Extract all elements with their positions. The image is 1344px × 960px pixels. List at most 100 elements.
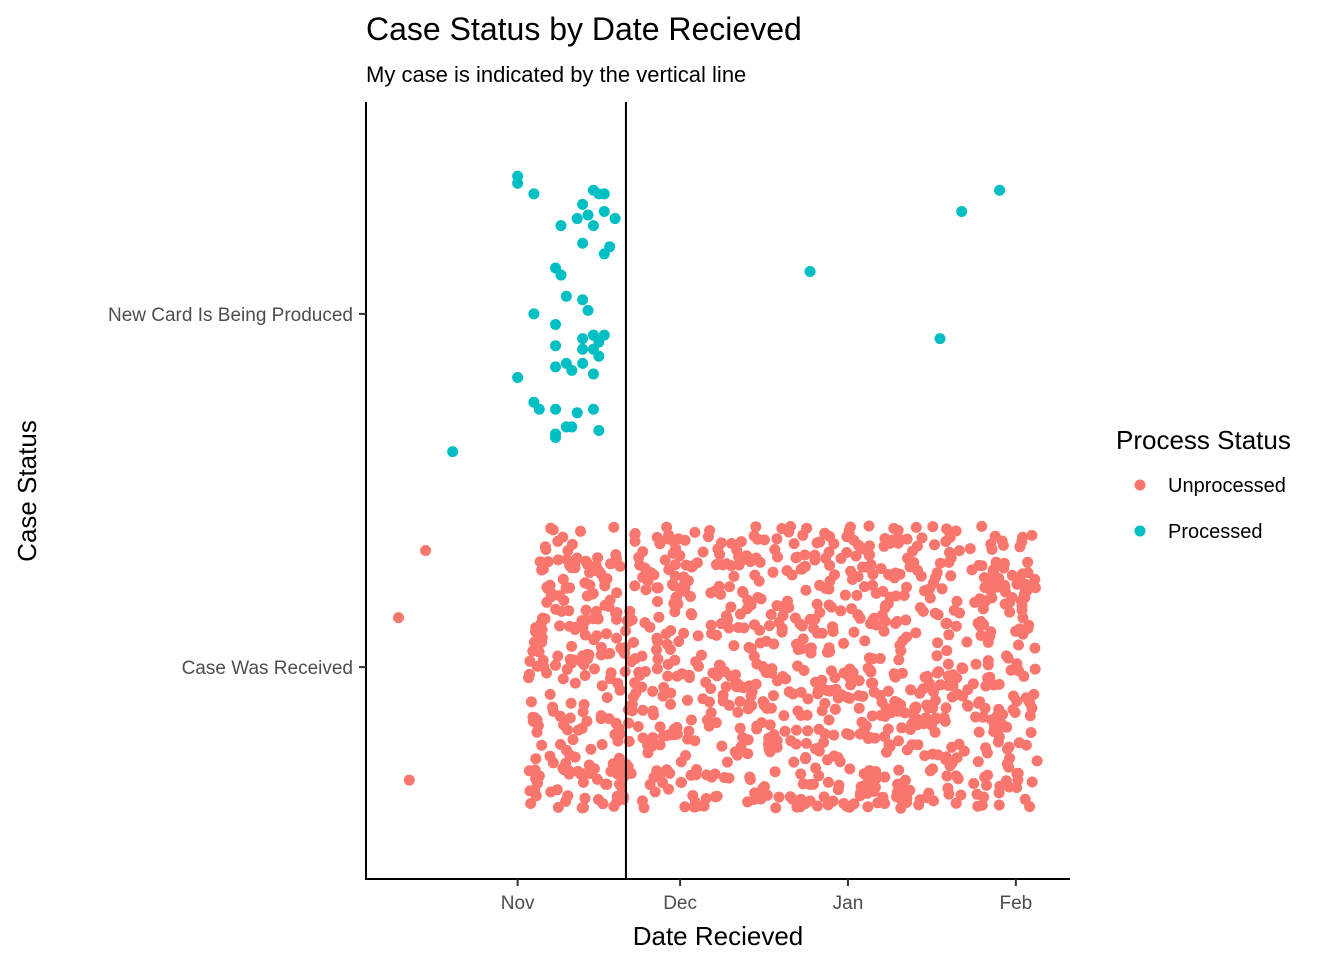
data-point-unprocessed — [940, 702, 952, 714]
data-point-unprocessed — [859, 635, 871, 647]
data-point-processed — [560, 290, 572, 302]
data-point-unprocessed — [909, 702, 921, 714]
data-point-unprocessed — [557, 531, 569, 543]
data-point-unprocessed — [869, 781, 881, 793]
data-point-unprocessed — [751, 723, 763, 735]
data-point-unprocessed — [665, 729, 677, 741]
data-point-unprocessed — [893, 735, 904, 747]
data-point-unprocessed — [843, 671, 855, 683]
data-point-unprocessed — [665, 698, 677, 710]
data-point-unprocessed — [725, 560, 737, 572]
data-point-unprocessed — [962, 684, 974, 696]
data-point-unprocessed — [931, 567, 943, 579]
data-point-unprocessed — [931, 650, 943, 662]
data-point-unprocessed — [943, 788, 955, 800]
data-point-unprocessed — [651, 644, 662, 656]
data-point-processed — [577, 333, 589, 345]
data-point-processed — [550, 340, 562, 352]
data-point-unprocessed — [757, 661, 769, 672]
data-point-unprocessed — [916, 532, 928, 544]
data-point-unprocessed — [755, 793, 767, 805]
data-point-unprocessed — [652, 653, 664, 665]
x-axis-title: Date Recieved — [633, 921, 804, 951]
data-point-unprocessed — [864, 732, 876, 744]
data-point-unprocessed — [802, 693, 814, 705]
data-point-unprocessed — [846, 603, 858, 615]
data-point-unprocessed — [1031, 755, 1043, 767]
data-point-unprocessed — [848, 626, 860, 638]
data-point-processed — [994, 184, 1006, 196]
data-point-unprocessed — [924, 592, 936, 604]
data-point-unprocessed — [611, 587, 623, 599]
data-point-unprocessed — [669, 606, 681, 618]
data-point-unprocessed — [1014, 541, 1026, 553]
data-point-unprocessed — [590, 560, 602, 572]
data-point-unprocessed — [1004, 596, 1016, 608]
data-point-unprocessed — [531, 660, 543, 672]
data-point-unprocessed — [544, 750, 556, 762]
data-point-unprocessed — [848, 534, 860, 546]
data-point-unprocessed — [829, 703, 841, 715]
data-point-unprocessed — [701, 714, 713, 726]
data-point-unprocessed — [629, 677, 641, 689]
data-point-unprocessed — [834, 690, 846, 701]
data-point-unprocessed — [648, 771, 660, 783]
data-point-unprocessed — [578, 659, 590, 671]
data-point-unprocessed — [985, 626, 997, 638]
data-point-unprocessed — [657, 690, 669, 702]
data-point-unprocessed — [870, 619, 882, 631]
data-point-unprocessed — [1024, 710, 1036, 722]
data-point-unprocessed — [614, 684, 626, 696]
data-point-unprocessed — [946, 741, 958, 753]
data-point-unprocessed — [542, 556, 554, 568]
data-point-unprocessed — [715, 588, 727, 600]
data-point-unprocessed — [956, 662, 968, 674]
data-point-unprocessed — [822, 776, 834, 788]
data-point-unprocessed — [901, 631, 913, 643]
data-point-unprocessed — [709, 791, 721, 803]
data-point-unprocessed — [922, 702, 934, 714]
data-point-unprocessed — [677, 584, 689, 596]
data-point-unprocessed — [733, 551, 745, 563]
data-point-unprocessed — [981, 747, 993, 759]
data-point-unprocessed — [619, 647, 631, 659]
data-point-processed — [956, 205, 968, 217]
data-point-unprocessed — [794, 618, 806, 630]
data-point-unprocessed — [637, 571, 649, 583]
data-point-unprocessed — [403, 774, 415, 786]
data-point-unprocessed — [547, 524, 559, 536]
data-point-unprocessed — [1013, 639, 1024, 651]
data-point-processed — [550, 403, 562, 415]
data-point-unprocessed — [1017, 628, 1029, 640]
data-point-unprocessed — [588, 763, 600, 775]
data-point-unprocessed — [710, 559, 722, 571]
data-point-unprocessed — [653, 611, 665, 623]
data-point-unprocessed — [592, 613, 604, 625]
data-point-unprocessed — [838, 798, 850, 809]
data-point-unprocessed — [750, 521, 762, 533]
data-point-unprocessed — [662, 670, 674, 682]
data-point-unprocessed — [896, 778, 908, 790]
data-point-unprocessed — [575, 525, 586, 537]
data-point-unprocessed — [685, 714, 697, 726]
data-point-unprocessed — [884, 741, 896, 753]
data-point-unprocessed — [1011, 782, 1023, 793]
x-tick-label: Dec — [663, 893, 697, 914]
data-point-unprocessed — [905, 684, 917, 696]
data-point-processed — [587, 403, 599, 415]
data-point-unprocessed — [943, 629, 955, 641]
data-point-unprocessed — [577, 776, 589, 788]
data-point-unprocessed — [853, 675, 865, 687]
data-point-unprocessed — [629, 535, 641, 547]
data-point-unprocessed — [679, 801, 691, 813]
data-point-unprocessed — [557, 573, 569, 585]
data-point-unprocessed — [848, 798, 860, 810]
data-point-unprocessed — [865, 677, 877, 689]
data-point-unprocessed — [974, 696, 986, 708]
data-point-unprocessed — [882, 685, 894, 697]
data-point-unprocessed — [536, 739, 548, 751]
data-point-unprocessed — [758, 697, 770, 709]
data-point-unprocessed — [882, 723, 894, 735]
data-point-unprocessed — [617, 793, 629, 805]
